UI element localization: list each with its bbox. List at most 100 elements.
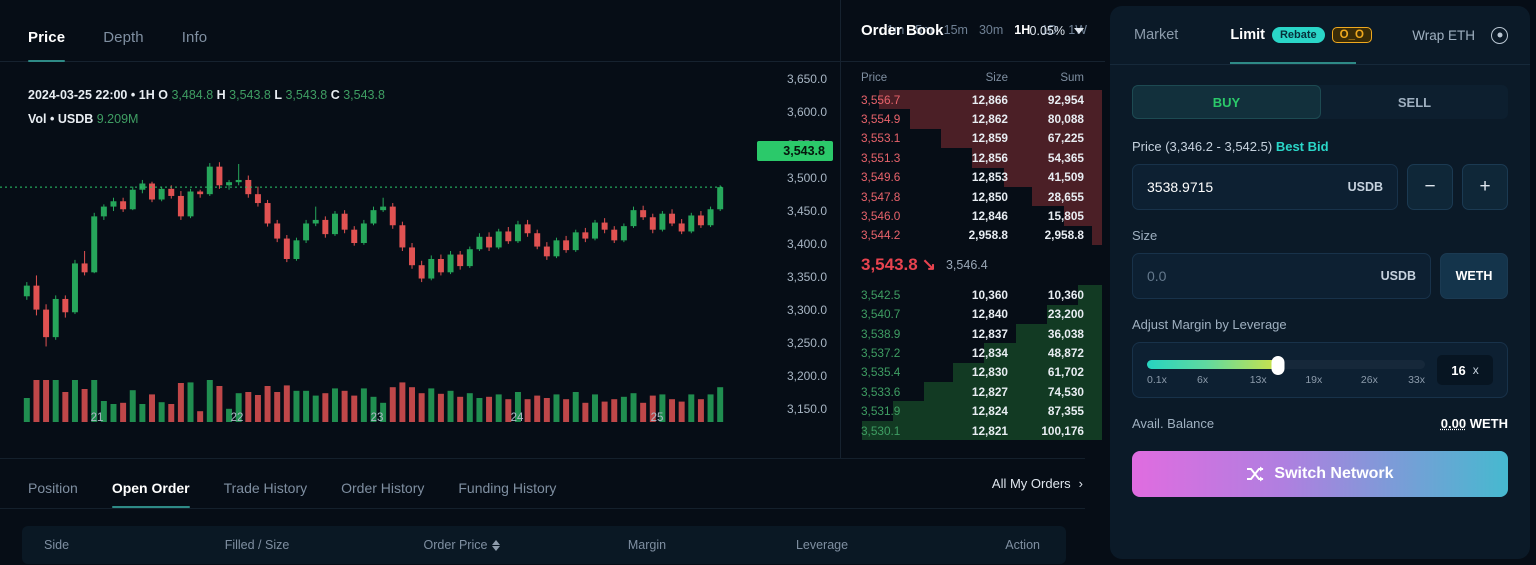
candlestick-chart[interactable]: [0, 130, 1085, 440]
timeframe-1h[interactable]: 1H: [1014, 22, 1031, 37]
leverage-tick: 0.1x: [1147, 374, 1167, 386]
ohlc-open-value: 3,484.8: [171, 88, 214, 102]
timeframe-1d[interactable]: 1D: [1041, 22, 1058, 37]
ask-row[interactable]: 3,553.1 12,859 67,225: [841, 128, 1102, 149]
timeframe-1m[interactable]: 1m: [886, 22, 905, 37]
column-order-price[interactable]: Order Price: [362, 538, 562, 552]
ohlc-low-value: 3,543.8: [285, 88, 328, 102]
leverage-value-box[interactable]: 16 x: [1437, 355, 1493, 385]
tab-position[interactable]: Position: [28, 480, 78, 496]
row-sum: 15,805: [1047, 209, 1084, 224]
bid-row[interactable]: 3,540.7 12,840 23,200: [841, 304, 1102, 324]
row-size: 12,837: [971, 326, 1008, 341]
wrap-eth-button[interactable]: Wrap ETH: [1412, 27, 1475, 43]
ask-row[interactable]: 3,544.2 2,958.8 2,958.8: [841, 225, 1102, 246]
ask-row[interactable]: 3,551.3 12,856 54,365: [841, 148, 1102, 168]
row-size: 12,850: [971, 189, 1008, 204]
row-price: 3,540.7: [861, 307, 901, 322]
depth-bar: [953, 362, 1102, 383]
bid-row[interactable]: 3,535.4 12,830 61,702: [841, 362, 1102, 383]
row-sum: 23,200: [1047, 307, 1084, 322]
ask-row[interactable]: 3,549.6 12,853 41,509: [841, 167, 1102, 187]
sell-button[interactable]: SELL: [1397, 94, 1432, 110]
tab-trade-history[interactable]: Trade History: [223, 480, 308, 496]
slider-handle[interactable]: [1271, 356, 1285, 375]
ohlc-high-label: H: [216, 88, 226, 102]
time-axis: 21 22 23 24 25: [0, 408, 1085, 434]
balance-value: 0.00: [1440, 416, 1467, 431]
tab-info[interactable]: Info: [181, 28, 208, 46]
timeframe-5m[interactable]: 5m: [915, 22, 933, 37]
size-input-value: 0.0: [1147, 268, 1167, 284]
row-price: 3,549.6: [861, 170, 901, 185]
tab-market[interactable]: Market: [1134, 27, 1179, 43]
bid-row[interactable]: 3,538.9 12,837 36,038: [841, 323, 1102, 344]
tab-funding-history[interactable]: Funding History: [458, 480, 557, 496]
row-size: 12,846: [971, 209, 1008, 224]
timeframe-15m[interactable]: 15m: [943, 22, 968, 37]
chevron-down-icon: [1074, 27, 1084, 34]
ohlc-close-value: 3,543.8: [343, 88, 385, 102]
ask-row[interactable]: 3,547.8 12,850 28,655: [841, 186, 1102, 207]
order-book-column-price: Price: [861, 72, 888, 84]
price-tick: 3,250.0: [786, 336, 827, 350]
divider-bottom: [0, 508, 1085, 509]
tab-depth[interactable]: Depth: [103, 28, 144, 46]
price-decrement-button[interactable]: −: [1407, 164, 1453, 210]
leverage-value: 16: [1451, 362, 1466, 378]
row-sum: 67,225: [1047, 131, 1084, 146]
timeframe-30m[interactable]: 30m: [978, 22, 1004, 37]
ohlc-close-label: C: [330, 88, 340, 102]
ask-row[interactable]: 3,556.7 12,866 92,954: [841, 90, 1102, 110]
price-tick: 3,450.0: [786, 204, 827, 218]
row-sum: 48,872: [1047, 345, 1084, 360]
ask-row[interactable]: 3,554.9 12,862 80,088: [841, 109, 1102, 129]
time-tick: 25: [650, 412, 664, 424]
ohlc-high-value: 3,543.8: [229, 88, 271, 102]
price-increment-button[interactable]: +: [1462, 164, 1508, 210]
best-bid-link[interactable]: Best Bid: [1275, 139, 1329, 154]
row-size: 12,856: [971, 150, 1008, 165]
bid-row[interactable]: 3,533.6 12,827 74,530: [841, 382, 1102, 402]
depth-bar: [1078, 285, 1102, 305]
depth-bar: [972, 148, 1102, 168]
size-input[interactable]: 0.0 USDB: [1132, 253, 1431, 299]
bid-row[interactable]: 3,542.5 10,360 10,360: [841, 285, 1102, 305]
row-size: 12,827: [971, 384, 1008, 399]
asset-selector-button[interactable]: WETH: [1440, 253, 1508, 299]
ask-row[interactable]: 3,546.0 12,846 15,805: [841, 206, 1102, 226]
sort-icon: [492, 539, 501, 551]
order-book-header: Order Book 0.05%: [841, 0, 1102, 62]
bid-row[interactable]: 3,537.2 12,834 48,872: [841, 343, 1102, 363]
row-price: 3,530.1: [861, 423, 901, 438]
tab-order-history[interactable]: Order History: [341, 480, 425, 496]
active-tab-underline: [1230, 62, 1356, 64]
order-book-column-size: Size: [985, 72, 1008, 84]
settings-gear-icon[interactable]: [1491, 26, 1508, 44]
row-price: 3,553.1: [861, 131, 901, 146]
orders-tabs: Position Open Order Trade History Order …: [28, 462, 556, 508]
tab-open-order[interactable]: Open Order: [111, 480, 190, 508]
leverage-label: Adjust Margin by Leverage: [1132, 317, 1287, 332]
price-tick: 3,650.0: [786, 72, 827, 86]
price-input-row: 3538.9715 USDB − +: [1132, 164, 1508, 210]
balance-value-group: 0.00 WETH: [1441, 416, 1508, 431]
switch-network-button[interactable]: Switch Network: [1132, 451, 1508, 497]
tab-price[interactable]: Price: [28, 5, 66, 62]
buy-button[interactable]: BUY: [1132, 85, 1321, 119]
last-price-value: 3,543.8: [861, 255, 918, 275]
leverage-slider[interactable]: 0.1x 6x 13x 19x 26x 33x: [1147, 351, 1425, 389]
price-range-text: Price (3,346.2 - 3,542.5): [1132, 139, 1273, 154]
bid-row[interactable]: 3,530.1 12,821 100,176: [841, 420, 1102, 441]
row-price: 3,537.2: [861, 345, 901, 360]
all-my-orders-link[interactable]: All My Orders ›: [992, 476, 1083, 491]
price-input[interactable]: 3538.9715 USDB: [1132, 164, 1398, 210]
tick-size-selector[interactable]: 0.05%: [1030, 24, 1084, 38]
mark-price: 3,546.4: [945, 258, 988, 273]
bid-row[interactable]: 3,531.9 12,824 87,355: [841, 401, 1102, 421]
ohlc-low-label: L: [274, 88, 282, 102]
tab-limit[interactable]: Limit Rebate O_O: [1230, 27, 1372, 43]
divider-top: [0, 458, 1085, 459]
price-axis: 3,650.03,600.03,550.03,500.03,450.03,400…: [741, 70, 833, 420]
depth-bar: [984, 343, 1102, 363]
